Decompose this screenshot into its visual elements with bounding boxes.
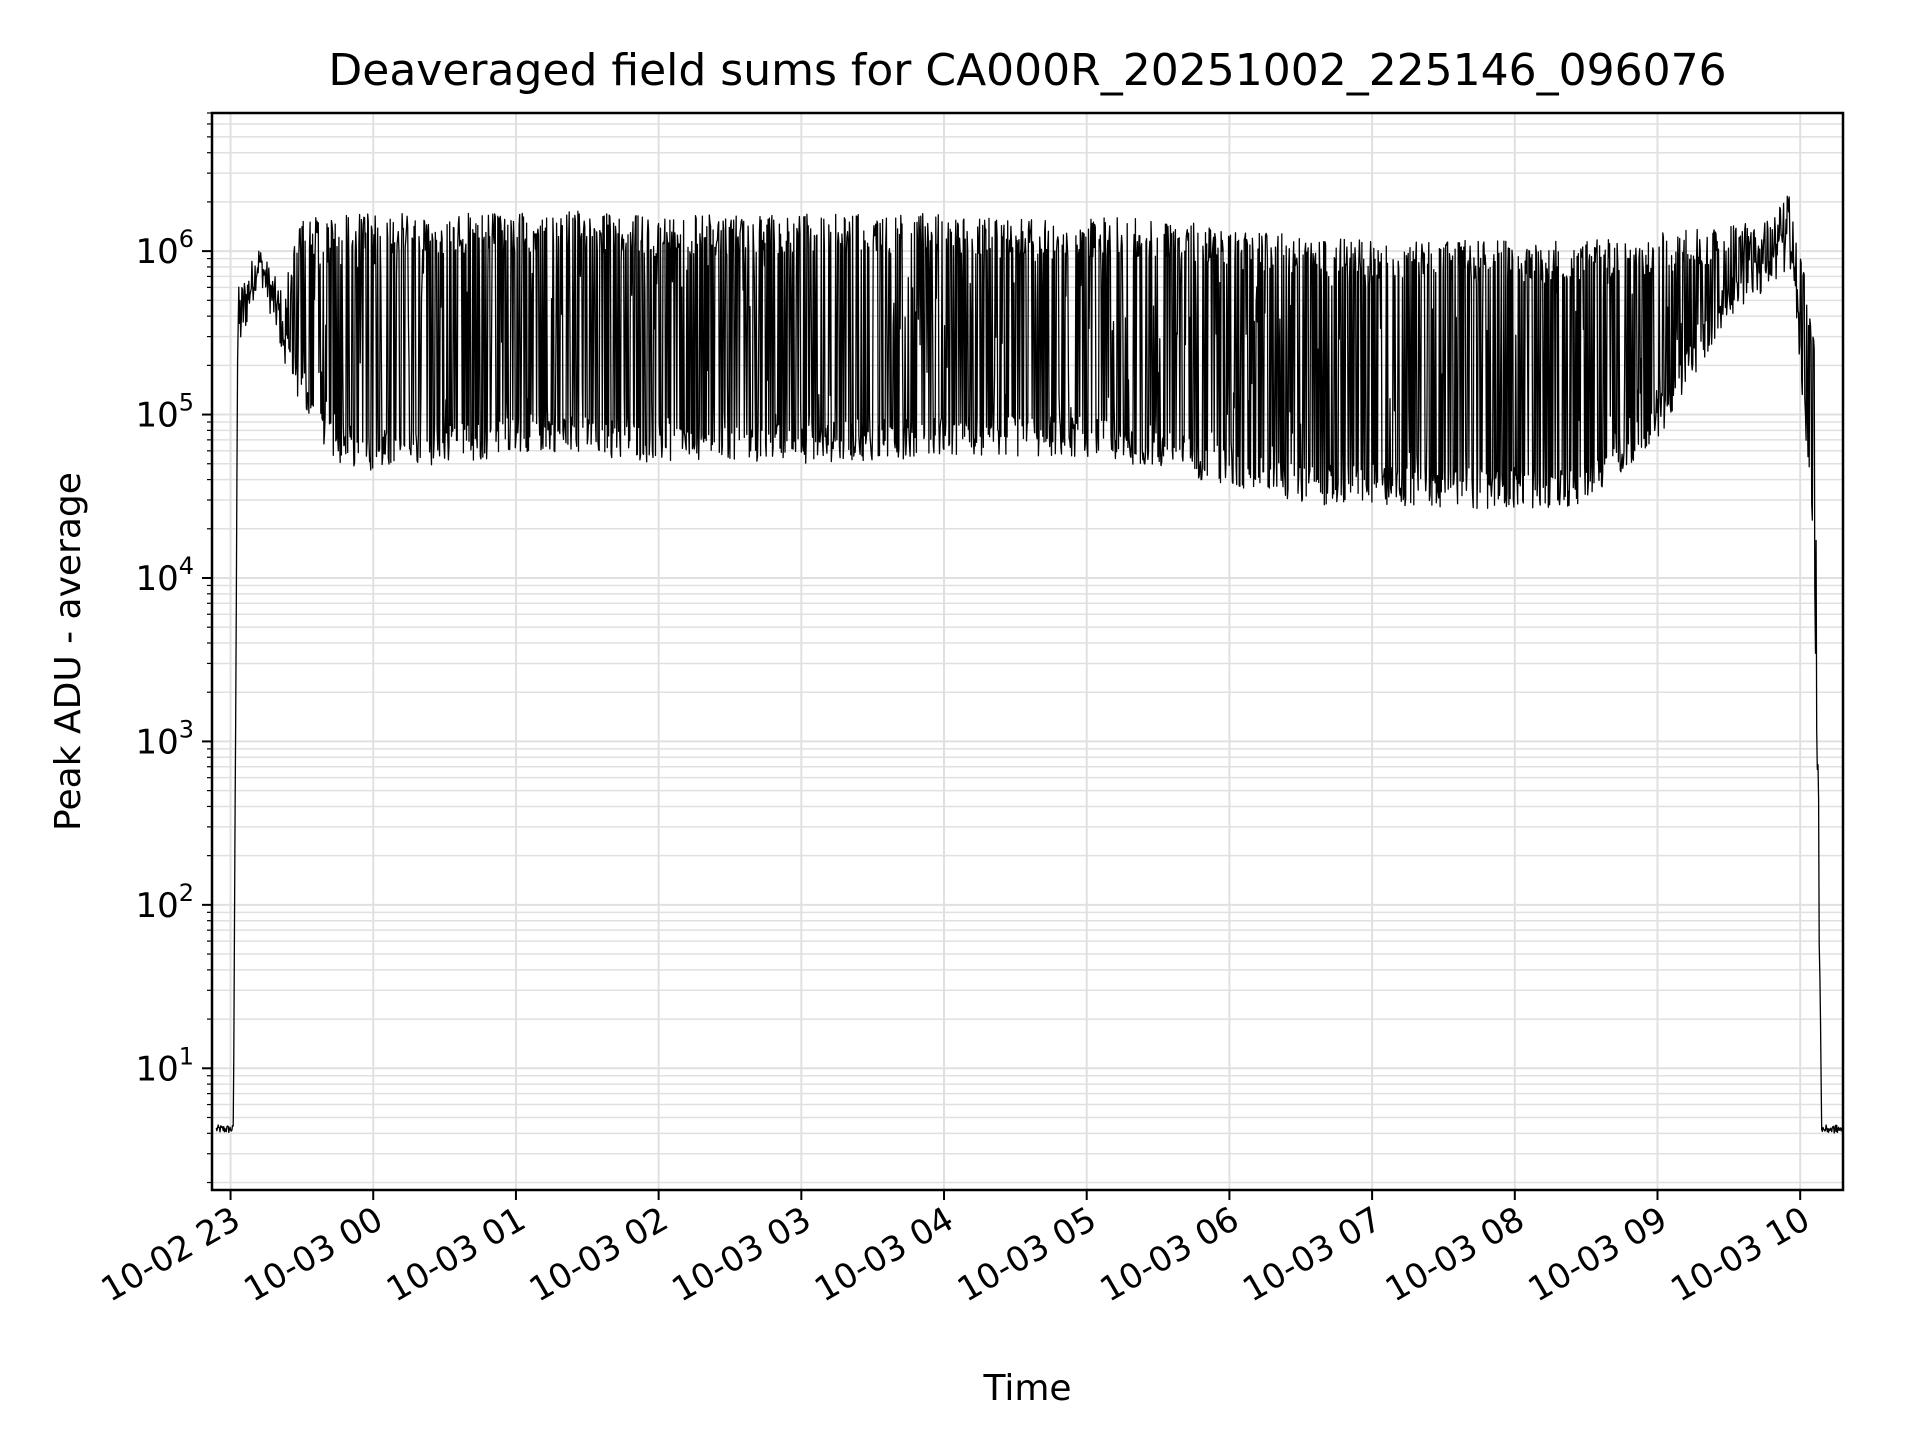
y-axis-label: Peak ADU - average — [48, 472, 89, 831]
y-tick-exponent: 2 — [179, 879, 194, 907]
series-line-field-sums — [215, 195, 1844, 1134]
y-tick-exponent: 5 — [179, 389, 194, 417]
y-tick-base: 10 — [135, 722, 178, 762]
data-layer — [215, 195, 1844, 1134]
x-axis-label: Time — [982, 1368, 1071, 1409]
y-tick-base: 10 — [135, 232, 178, 272]
y-tick-base: 10 — [135, 396, 178, 436]
plot-frame — [210, 111, 1845, 1192]
chart-title: Deaveraged field sums for CA000R_2025100… — [328, 45, 1726, 96]
y-tick-label: 103 — [135, 715, 194, 762]
grid-layer — [212, 112, 1843, 1190]
y-tick-exponent: 1 — [179, 1042, 194, 1070]
y-tick-exponent: 3 — [179, 715, 194, 743]
y-tick-base: 10 — [135, 1049, 178, 1089]
y-tick-base: 10 — [135, 559, 178, 599]
y-tick-label: 101 — [135, 1042, 194, 1089]
y-tick-base: 10 — [135, 886, 178, 926]
y-tick-label: 102 — [135, 879, 194, 926]
y-tick-label: 106 — [135, 225, 194, 272]
y-tick-label: 104 — [135, 552, 194, 599]
y-tick-exponent: 6 — [179, 225, 194, 253]
y-tick-exponent: 4 — [179, 552, 194, 580]
y-tick-label: 105 — [135, 389, 194, 436]
